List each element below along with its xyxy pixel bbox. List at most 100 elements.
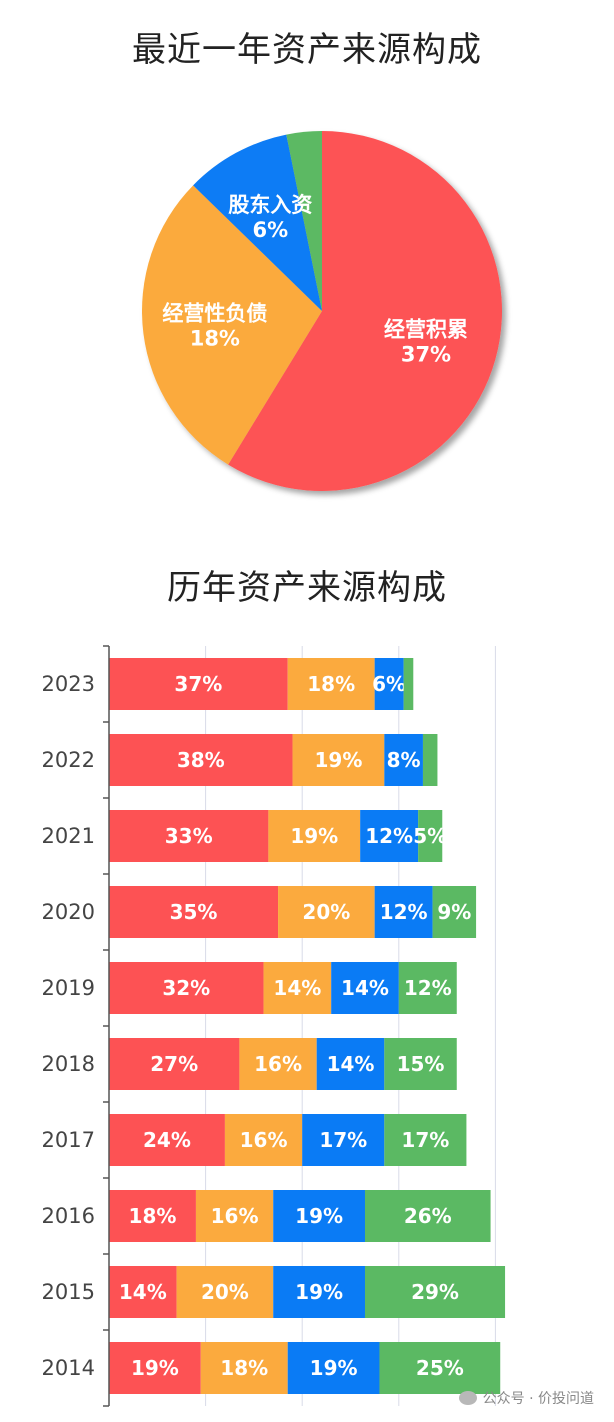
bar-data-label: 16% <box>211 1204 259 1228</box>
bar-data-label: 20% <box>201 1280 249 1304</box>
bar-data-label: 16% <box>240 1128 288 1152</box>
pie-slice-label: 股东入资 <box>228 193 312 217</box>
bar-data-label: 19% <box>295 1280 343 1304</box>
bar-data-label: 33% <box>165 824 213 848</box>
stacked-bar-chart: 37% 18% 6%38% 19% 8%33% 19% 12% 5%35% 20% 12% 9%32… <box>42 645 506 1407</box>
bar-data-label: 19% <box>295 1204 343 1228</box>
category-label: 2021 <box>42 824 95 848</box>
bar-data-label: 35% <box>170 900 218 924</box>
bar-data-label: 6% <box>372 672 406 696</box>
bar-data-label: 9% <box>437 900 471 924</box>
bar-data-label: 25% <box>416 1356 464 1380</box>
bar-segment <box>418 810 443 862</box>
bar-segment <box>287 658 375 710</box>
bar-segment <box>109 1342 201 1394</box>
bar-segment <box>273 1266 365 1318</box>
pie-slice-percent: 37% <box>401 342 451 366</box>
bar-data-label: 32% <box>162 976 210 1000</box>
bar-segment <box>273 1190 365 1242</box>
bar-segment <box>403 658 414 710</box>
bar-segment <box>374 658 404 710</box>
bar-segment <box>200 1342 288 1394</box>
category-label: 2014 <box>42 1356 95 1380</box>
bar-segment <box>360 810 419 862</box>
pie-slice-percent: 18% <box>190 326 240 350</box>
bar-data-label: 14% <box>327 1052 375 1076</box>
bar-data-label: 12% <box>404 976 452 1000</box>
bar-data-label: 19% <box>131 1356 179 1380</box>
bar-segment <box>287 1342 380 1394</box>
wechat-icon <box>458 1391 477 1405</box>
pie-slice <box>228 131 502 491</box>
bar-segment <box>422 734 438 786</box>
pie-slice <box>141 185 322 465</box>
bar-data-label: 20% <box>302 900 350 924</box>
bar-segment <box>302 1114 385 1166</box>
bar-segment <box>398 962 457 1014</box>
bar-segment <box>195 1190 274 1242</box>
category-label: 2016 <box>42 1204 95 1228</box>
bar-data-label: 37% <box>174 672 222 696</box>
pie-slice-label: 经营性负债 <box>162 301 267 325</box>
bar-segment <box>109 962 264 1014</box>
bar-data-label: 26% <box>404 1204 452 1228</box>
category-label: 2019 <box>42 976 95 1000</box>
watermark: 公众号 · 价投问道 <box>458 1388 594 1408</box>
bar-data-label: 24% <box>143 1128 191 1152</box>
bar-chart-title: 历年资产来源构成 <box>167 568 447 608</box>
category-label: 2022 <box>42 748 95 772</box>
bar-segment <box>109 810 269 862</box>
bar-segment <box>292 734 385 786</box>
bar-segment <box>176 1266 274 1318</box>
bar-data-label: 14% <box>273 976 321 1000</box>
bar-data-label: 19% <box>310 1356 358 1380</box>
bar-segment <box>109 658 288 710</box>
bar-segment <box>109 886 279 938</box>
pie-chart-title: 最近一年资产来源构成 <box>132 30 482 70</box>
bar-segment <box>109 1038 240 1090</box>
category-label: 2020 <box>42 900 95 924</box>
bar-segment <box>331 962 399 1014</box>
bar-data-label: 17% <box>319 1128 367 1152</box>
bar-segment <box>384 1038 457 1090</box>
bar-segment <box>109 1114 225 1166</box>
bar-segment <box>364 1266 506 1318</box>
bar-data-label: 16% <box>254 1052 302 1076</box>
bar-segment <box>109 1266 177 1318</box>
bar-segment <box>364 1190 491 1242</box>
bar-segment <box>109 1190 196 1242</box>
bar-segment <box>384 734 423 786</box>
bar-segment <box>432 886 477 938</box>
category-label: 2018 <box>42 1052 95 1076</box>
bar-data-label: 29% <box>411 1280 459 1304</box>
pie-slice-percent: 6% <box>253 218 289 242</box>
bar-data-label: 18% <box>129 1204 177 1228</box>
category-label: 2017 <box>42 1128 95 1152</box>
pie-slice <box>286 131 322 311</box>
bar-data-label: 12% <box>380 900 428 924</box>
bar-segment <box>374 886 433 938</box>
bar-data-label: 12% <box>365 824 413 848</box>
bar-data-label: 17% <box>401 1128 449 1152</box>
category-label: 2023 <box>42 672 95 696</box>
bar-segment <box>239 1038 317 1090</box>
pie-slice-label: 经营积累 <box>384 317 468 341</box>
bar-data-label: 27% <box>150 1052 198 1076</box>
bar-segment <box>263 962 332 1014</box>
bar-data-label: 19% <box>314 748 362 772</box>
bar-segment <box>224 1114 303 1166</box>
bar-data-label: 38% <box>177 748 225 772</box>
bar-data-label: 8% <box>387 748 421 772</box>
bar-data-label: 18% <box>307 672 355 696</box>
bar-data-label: 5% <box>413 824 447 848</box>
pie-slice <box>193 134 322 311</box>
bar-data-label: 15% <box>397 1052 445 1076</box>
bar-data-label: 14% <box>119 1280 167 1304</box>
bar-segment <box>384 1114 467 1166</box>
watermark-text: 公众号 · 价投问道 <box>482 1391 594 1407</box>
bar-segment <box>278 886 375 938</box>
bar-segment <box>109 734 293 786</box>
category-label: 2015 <box>42 1280 95 1304</box>
bar-data-label: 14% <box>341 976 389 1000</box>
